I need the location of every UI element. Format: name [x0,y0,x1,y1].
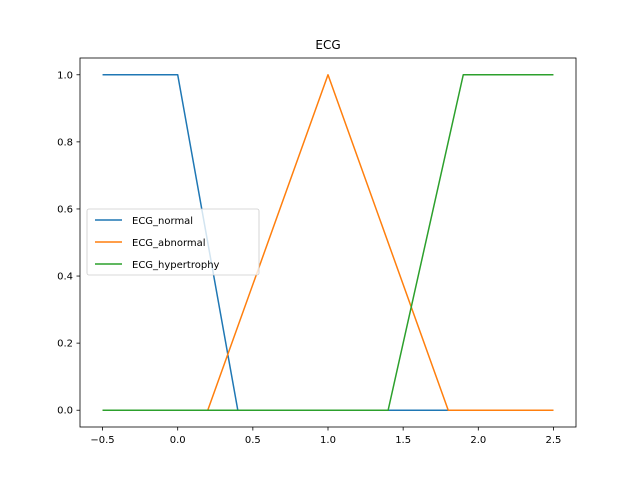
legend-box [86,208,260,276]
y-tick-label: 0.0 [57,406,73,417]
x-tick-label: 0.0 [170,435,186,446]
legend-label-1: ECG_normal [132,216,193,227]
x-tick-label: 1.5 [395,435,411,446]
axes: −0.5 0.0 0.5 1.0 1.5 2.0 2.5 0.0 0.2 0.4 0.6 0.8 1.0 [57,57,577,446]
y-tick-label: 0.2 [57,339,73,350]
series-line-3 [102,74,554,411]
legend-label-2: ECG_abnormal [132,238,206,249]
y-tick-label: 1.0 [57,70,73,81]
x-tick-label: −0.5 [90,435,114,446]
x-tick-label: 2.0 [470,435,486,446]
legend-label-3: ECG_hypertrophy [132,260,220,271]
x-tick-label: 1.0 [320,435,336,446]
chart-title: ECG [315,38,340,52]
y-tick-label: 0.6 [57,204,73,215]
y-tick-label: 0.4 [57,272,73,283]
y-tick-label: 0.8 [57,137,73,148]
x-tick-label: 2.5 [546,435,562,446]
x-tick-label: 0.5 [245,435,261,446]
legend: ECG_normal ECG_abnormal ECG_hypertrophy [86,208,260,276]
